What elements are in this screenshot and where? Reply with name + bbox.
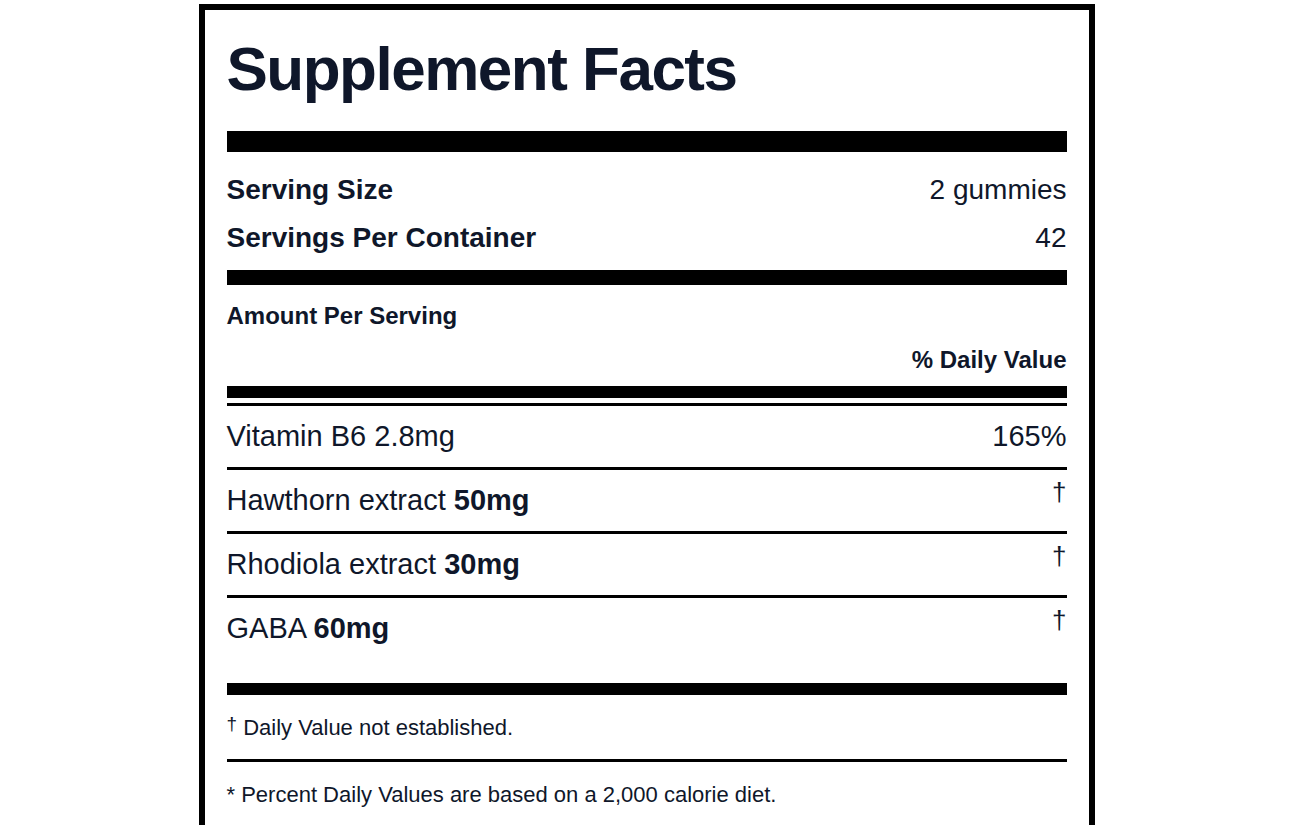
double-rule-thick xyxy=(227,386,1067,398)
serving-section: Serving Size 2 gummies Servings Per Cont… xyxy=(227,176,1067,252)
supplement-facts-label: Supplement Facts Serving Size 2 gummies … xyxy=(199,4,1095,825)
dagger-symbol: † xyxy=(1052,479,1066,505)
servings-per-container-row: Servings Per Container 42 xyxy=(227,224,1067,252)
label-title: Supplement Facts xyxy=(227,36,1067,103)
asterisk-marker: * xyxy=(227,782,236,807)
serving-size-row: Serving Size 2 gummies xyxy=(227,176,1067,204)
ingredient-name: Vitamin B6 2.8mg xyxy=(227,422,455,451)
ingredient-row-gaba: GABA 60mg † xyxy=(227,598,1067,659)
ingredient-amount: 60mg xyxy=(314,612,390,644)
thick-divider-serving xyxy=(227,270,1067,285)
daily-value-heading: % Daily Value xyxy=(227,346,1067,374)
dagger-symbol: † xyxy=(1052,607,1066,633)
footnote-daily-value: † Daily Value not established. xyxy=(227,715,1067,741)
servings-per-container-value: 42 xyxy=(1035,224,1066,252)
amount-per-serving-heading: Amount Per Serving xyxy=(227,302,1067,330)
ingredient-name: Rhodiola extract 30mg xyxy=(227,550,520,579)
footnote-text: Daily Value not established. xyxy=(243,715,513,740)
ingredient-name: GABA 60mg xyxy=(227,614,390,643)
ingredient-daily-value: 165% xyxy=(992,422,1066,451)
footnote-text: Percent Daily Values are based on a 2,00… xyxy=(241,782,776,807)
ingredient-name: Hawthorn extract 50mg xyxy=(227,486,530,515)
ingredient-amount: 30mg xyxy=(444,548,520,580)
ingredient-amount: 2.8mg xyxy=(374,420,455,452)
servings-per-container-label: Servings Per Container xyxy=(227,224,537,252)
thick-divider-top xyxy=(227,131,1067,152)
ingredient-amount: 50mg xyxy=(454,484,530,516)
dagger-marker: † xyxy=(227,713,238,734)
thick-divider-footnote xyxy=(227,683,1067,695)
ingredient-list: Vitamin B6 2.8mg 165% Hawthorn extract 5… xyxy=(227,406,1067,659)
ingredient-row-rhodiola: Rhodiola extract 30mg † xyxy=(227,534,1067,598)
serving-size-value: 2 gummies xyxy=(930,176,1067,204)
ingredient-row-vitamin-b6: Vitamin B6 2.8mg 165% xyxy=(227,406,1067,470)
dagger-symbol: † xyxy=(1052,543,1066,569)
page-background: Supplement Facts Serving Size 2 gummies … xyxy=(0,4,1293,825)
footnote-percent-daily-values: * Percent Daily Values are based on a 2,… xyxy=(227,782,1067,808)
ingredient-row-hawthorn: Hawthorn extract 50mg † xyxy=(227,470,1067,534)
thin-divider-footnote xyxy=(227,759,1067,762)
serving-size-label: Serving Size xyxy=(227,176,394,204)
